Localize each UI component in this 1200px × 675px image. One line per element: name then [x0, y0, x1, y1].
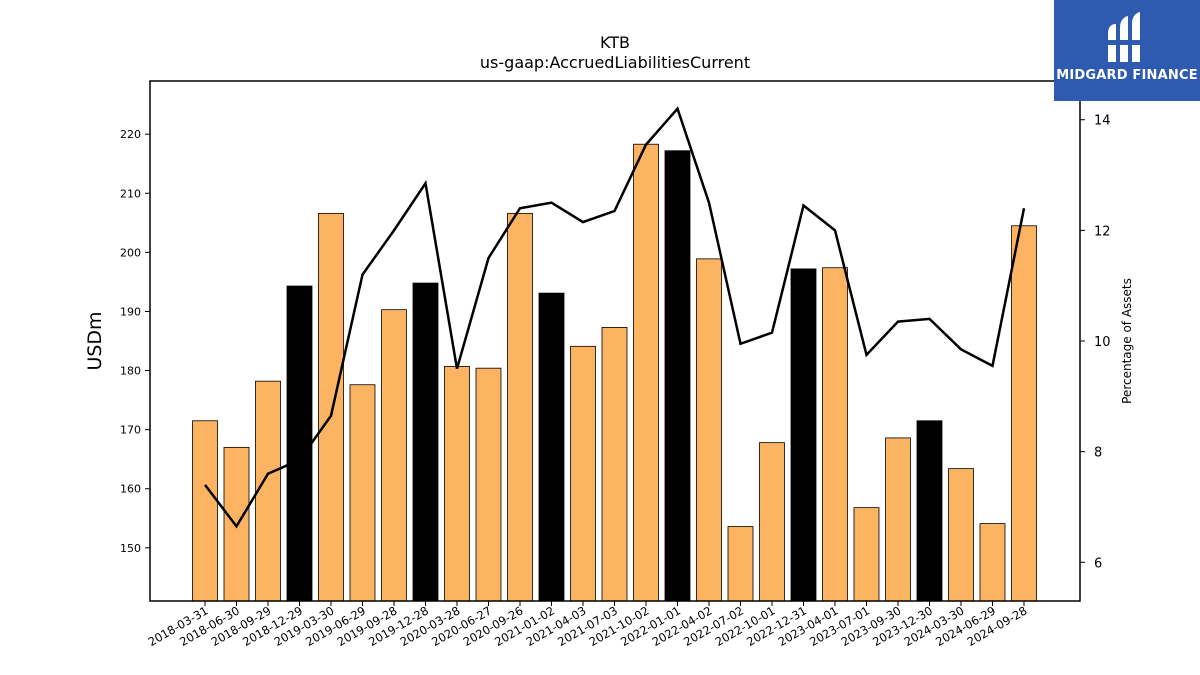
bar-2023-12-30 [916, 420, 943, 602]
y-axis-label: USDm [84, 311, 106, 370]
chart-title: KTB [600, 33, 630, 52]
y2-axis: 6 8 10 12 14 [1080, 114, 1111, 571]
bar-2022-01-01 [664, 150, 691, 602]
bar-2023-04-01 [822, 267, 848, 602]
y-tick-label: 160 [120, 483, 141, 496]
bar-2018-12-29 [286, 285, 313, 602]
bar-2022-12-31 [790, 268, 817, 602]
bar-2021-10-02 [633, 143, 659, 602]
bar-2023-07-01 [853, 507, 880, 602]
bar-2019-03-30 [318, 212, 344, 602]
bar-2022-10-01 [759, 442, 785, 602]
percentage-line [204, 106, 1026, 529]
chart-subtitle: us-gaap:AccruedLiabilitiesCurrent [480, 53, 750, 72]
bar-2021-01-02 [538, 292, 565, 602]
bar-2022-07-02 [727, 526, 754, 602]
bar-2019-12-28 [412, 282, 439, 602]
brand-name: MIDGARD FINANCE [1056, 68, 1198, 83]
bar-2018-03-31 [192, 420, 218, 602]
midgard-logo-icon [1106, 12, 1142, 62]
y-tick-label: 200 [120, 246, 141, 259]
y2-tick-label: 10 [1094, 335, 1111, 350]
y-axis: 150 160 170 180 190 200 210 220 [120, 128, 150, 555]
bar-2024-03-30 [948, 468, 974, 602]
y-tick-label: 220 [120, 128, 141, 141]
y2-axis-label: Percentage of Assets [1120, 278, 1134, 404]
y-tick-label: 180 [120, 365, 141, 378]
x-axis: 2018-03-312018-06-302018-09-292018-12-29… [146, 601, 1030, 649]
bar-2024-06-29 [979, 523, 1006, 602]
y-tick-label: 190 [120, 305, 141, 318]
y2-tick-label: 8 [1094, 446, 1102, 461]
bar-2024-09-28 [1011, 225, 1037, 602]
y2-tick-label: 12 [1094, 224, 1111, 239]
bar-2018-09-29 [255, 380, 281, 602]
bar-2019-06-29 [349, 384, 376, 602]
bar-2020-06-27 [475, 367, 502, 602]
bar-2021-07-03 [601, 327, 628, 602]
y2-tick-label: 6 [1094, 556, 1102, 571]
bar-2020-03-28 [444, 366, 470, 602]
brand-logo: MIDGARD FINANCE [1054, 0, 1200, 101]
bar-2021-04-03 [570, 345, 596, 602]
line-layer [204, 106, 1026, 529]
bars-layer [192, 143, 1037, 602]
y-tick-label: 170 [120, 424, 141, 437]
y-tick-label: 150 [120, 542, 141, 555]
bar-2023-09-30 [885, 437, 911, 602]
bar-2020-09-26 [507, 212, 533, 602]
bar-2019-09-28 [381, 309, 407, 602]
y2-tick-label: 14 [1094, 114, 1111, 129]
y-tick-label: 210 [120, 187, 141, 200]
bar-2022-04-02 [696, 258, 722, 602]
